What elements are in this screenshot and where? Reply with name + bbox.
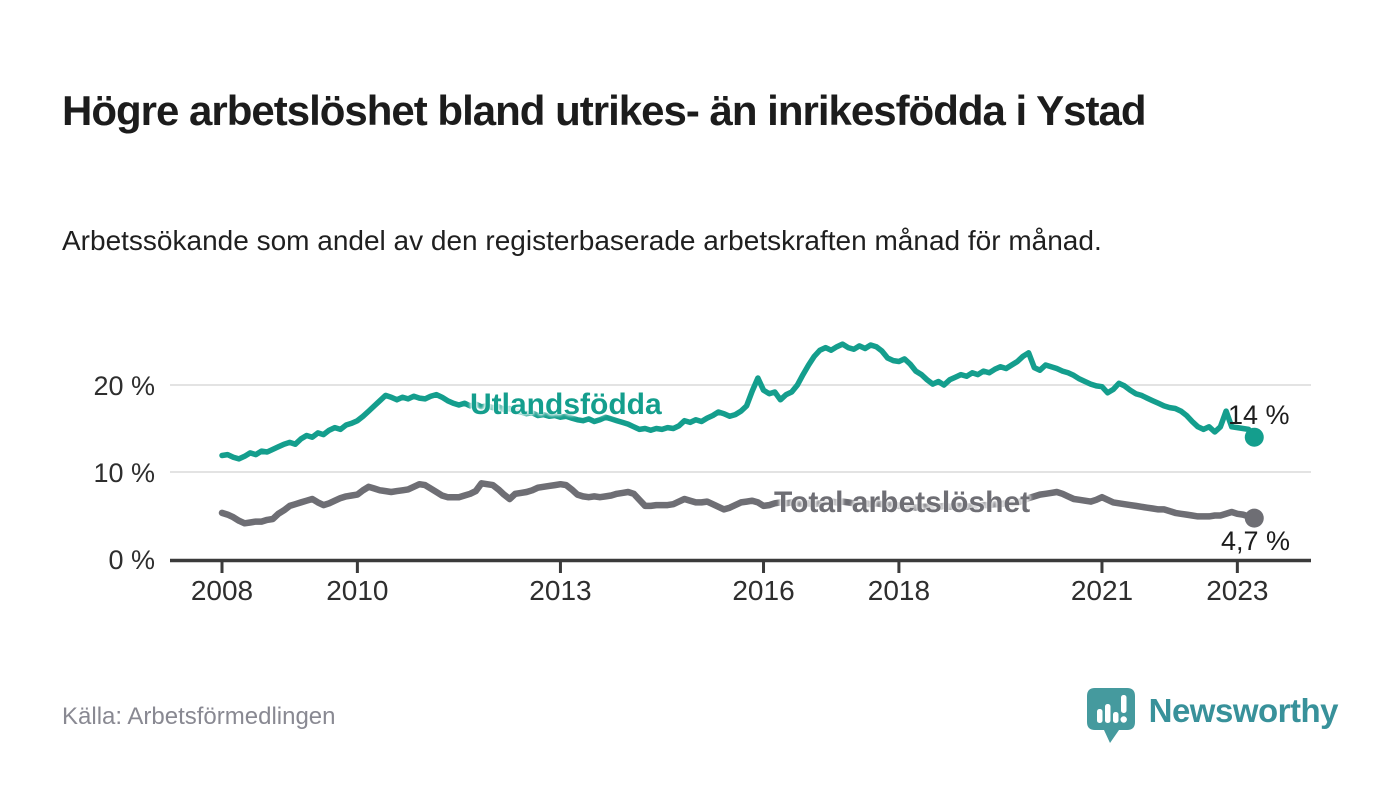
- newsworthy-logo-icon: [1086, 688, 1135, 743]
- x-tick-label: 2016: [732, 575, 794, 606]
- end-dot-total: [1244, 508, 1264, 528]
- source-attribution: Källa: Arbetsförmedlingen: [62, 703, 336, 730]
- end-dot-utlandsfodda: [1244, 427, 1264, 447]
- page-title: Högre arbetslöshet bland utrikes- än inr…: [62, 87, 1147, 135]
- end-value-label-total: 4,7 %: [1221, 526, 1291, 556]
- line-total-arbetsloshet: [218, 480, 1258, 527]
- x-tick-label: 2010: [326, 575, 388, 606]
- x-tick-label: 2021: [1071, 575, 1133, 606]
- page-subtitle: Arbetssökande som andel av den registerb…: [62, 225, 1102, 256]
- x-tick-label: 2018: [868, 575, 930, 606]
- x-tick-label: 2008: [191, 575, 253, 606]
- y-tick-label: 0 %: [108, 545, 155, 575]
- series-label-utlandsfodda: Utlandsfödda: [470, 388, 662, 421]
- x-tick-label: 2023: [1206, 575, 1268, 606]
- brand-logo: Newsworthy: [1085, 686, 1339, 748]
- y-tick-label: 10 %: [93, 458, 155, 488]
- brand-name: Newsworthy: [1148, 692, 1339, 729]
- line-utlandsfodda: [219, 341, 1258, 462]
- series-label-total-arbetsloshet: Total arbetslöshet: [774, 486, 1031, 519]
- y-tick-label: 20 %: [93, 371, 155, 401]
- x-tick-label: 2013: [529, 575, 591, 606]
- end-value-label-utlandsfodda: 14 %: [1228, 400, 1290, 430]
